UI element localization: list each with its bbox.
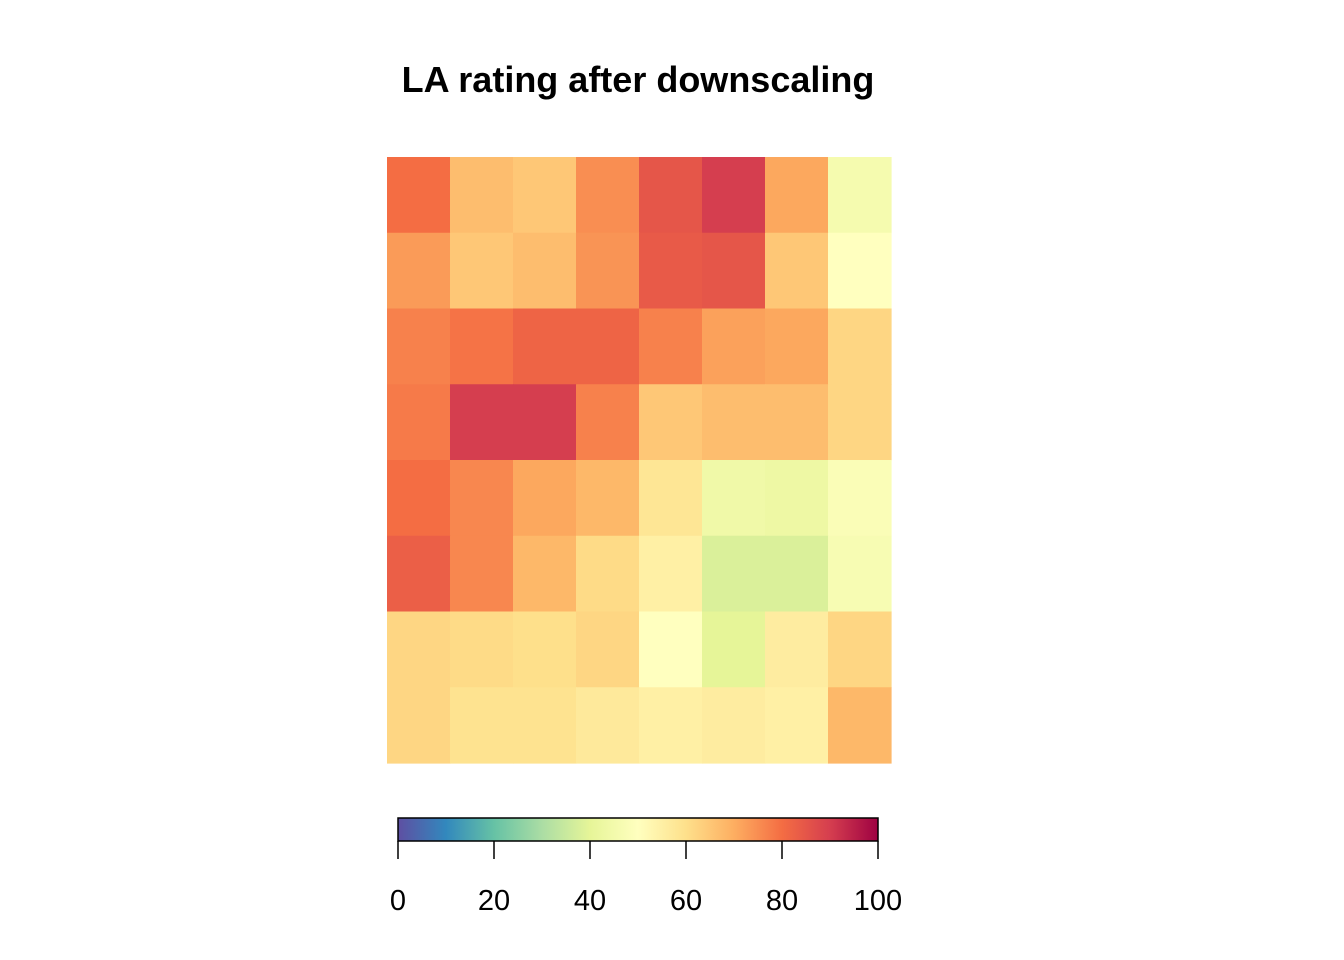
colorbar: 0 20 40 60 80 100 (390, 817, 902, 917)
heatmap-cell (828, 232, 892, 310)
heatmap-cell (702, 535, 766, 613)
heatmap-cell (450, 232, 514, 310)
heatmap-cell (702, 687, 766, 764)
heatmap-cell (576, 157, 640, 234)
heatmap-cell (828, 535, 892, 613)
heatmap-cell (828, 687, 892, 764)
heatmap-cell (765, 460, 829, 537)
heatmap-cell (513, 535, 577, 613)
heatmap-cell (639, 535, 703, 613)
heatmap-cell (513, 157, 577, 234)
heatmap-cell (765, 687, 829, 764)
heatmap-cell (765, 157, 829, 234)
heatmap-cell (513, 308, 577, 385)
heatmap-cell (387, 157, 451, 234)
heatmap-cell (639, 308, 703, 385)
heatmap-cell (450, 535, 514, 613)
heatmap-cell (387, 308, 451, 385)
heatmap-cell (828, 308, 892, 385)
colorbar-ticks: 0 20 40 60 80 100 (390, 841, 902, 917)
heatmap-cell (576, 611, 640, 688)
colorbar-tick-label: 60 (670, 885, 702, 917)
heatmap-cell (450, 308, 514, 385)
colorbar-tick-label: 80 (766, 885, 798, 917)
heatmap-cell (387, 687, 451, 764)
heatmap-cell (513, 460, 577, 537)
heatmap-cell (450, 460, 514, 537)
chart-title: LA rating after downscaling (402, 59, 875, 100)
heatmap-cell (576, 687, 640, 764)
heatmap-cell (450, 687, 514, 764)
heatmap-cell (576, 308, 640, 385)
heatmap-cell (387, 535, 451, 613)
heatmap-cell (576, 460, 640, 537)
heatmap-cell (639, 687, 703, 764)
heatmap-cell (513, 611, 577, 688)
colorbar-tick-label: 100 (854, 885, 902, 917)
heatmap-cell (513, 687, 577, 764)
heatmap-cell (387, 232, 451, 310)
heatmap-cell (765, 535, 829, 613)
heatmap-cell (828, 611, 892, 688)
heatmap-cell (702, 157, 766, 234)
heatmap-cell (576, 535, 640, 613)
heatmap-cell (639, 232, 703, 310)
heatmap-cell (450, 611, 514, 688)
heatmap-cell (765, 308, 829, 385)
heatmap-cell (765, 611, 829, 688)
heatmap-cell (765, 232, 829, 310)
colorbar-tick-label: 20 (478, 885, 510, 917)
heatmap-cell (576, 384, 640, 461)
heatmap-cell (387, 384, 451, 461)
heatmap-cell (702, 611, 766, 688)
heatmap-cell (639, 384, 703, 461)
heatmap-cell (639, 460, 703, 537)
colorbar-gradient (397, 817, 879, 842)
colorbar-tick-label: 40 (574, 885, 606, 917)
heatmap-cell (387, 460, 451, 537)
heatmap-cell (450, 157, 514, 234)
heatmap-cell (702, 232, 766, 310)
heatmap-cell (765, 384, 829, 461)
heatmap-cell (828, 157, 892, 234)
heatmap-cell (576, 232, 640, 310)
heatmap-cell (702, 308, 766, 385)
heatmap-cell (828, 384, 892, 461)
heatmap-grid (387, 157, 892, 764)
heatmap-cell (513, 384, 577, 461)
heatmap-cell (702, 384, 766, 461)
heatmap-cell (702, 460, 766, 537)
heatmap-cell (639, 157, 703, 234)
heatmap-cell (513, 232, 577, 310)
colorbar-tick-label: 0 (390, 885, 406, 917)
heatmap-cell (828, 460, 892, 537)
heatmap-cell (450, 384, 514, 461)
heatmap-cell (387, 611, 451, 688)
heatmap-cell (639, 611, 703, 688)
